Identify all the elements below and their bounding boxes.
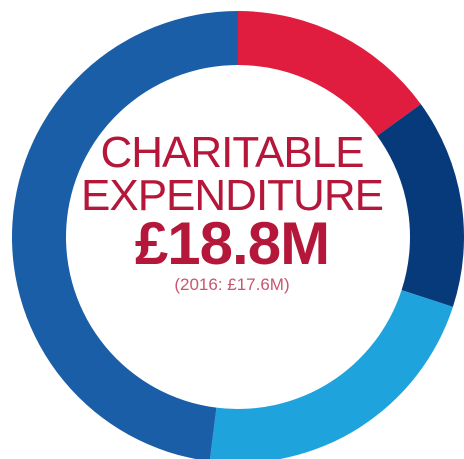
prior-year-comparison: (2016: £17.6M) [174,275,290,294]
total-expenditure-value: £18.8M [134,210,330,277]
donut-slice-4 [12,11,238,459]
chart-title-line-2: EXPENDITURE [81,171,384,220]
donut-slice-2 [377,104,464,307]
donut-slice-3 [209,290,453,459]
donut-slice-1 [238,11,421,136]
donut-slices [12,11,464,459]
chart-title-line-1: CHARITABLE [100,128,364,177]
